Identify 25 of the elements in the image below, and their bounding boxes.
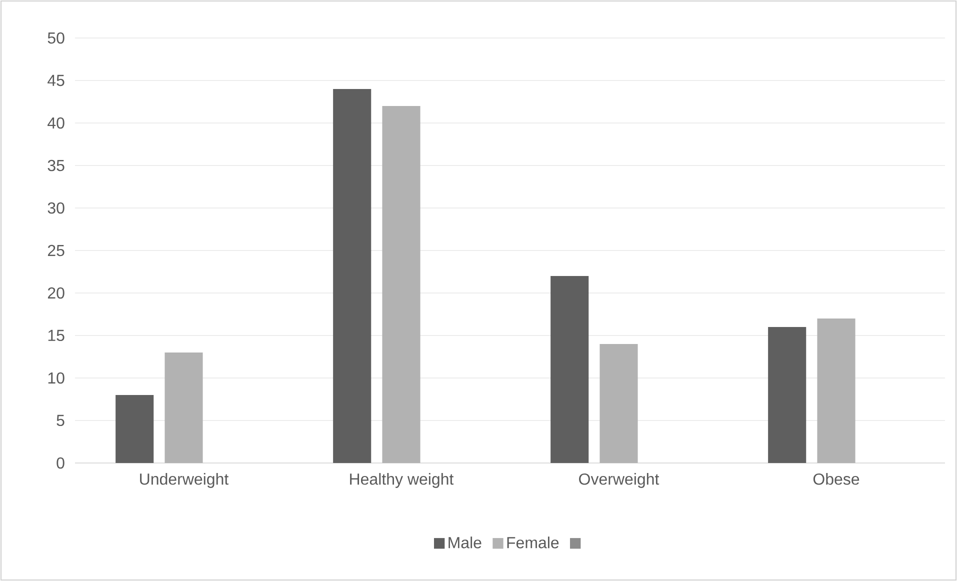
y-tick-label: 5 [56, 414, 64, 426]
y-tick-label: 15 [48, 330, 64, 342]
x-tick-label: Underweight [140, 473, 229, 488]
y-tick-label: 10 [48, 372, 64, 384]
x-tick-label: Overweight [579, 473, 660, 488]
bar [333, 88, 372, 463]
y-tick-label: 0 [56, 457, 64, 469]
bar [817, 318, 856, 463]
legend-label: Female [507, 536, 559, 548]
y-tick-label: 25 [48, 244, 64, 256]
bar [768, 326, 806, 463]
y-tick-label: 40 [48, 117, 64, 129]
y-tick-label: 45 [48, 74, 64, 86]
bar [116, 394, 154, 463]
bar [600, 344, 638, 463]
y-tick-label: 50 [48, 32, 64, 44]
y-tick-label: 30 [48, 202, 64, 214]
bar [164, 352, 203, 463]
y-tick-label: 20 [48, 287, 64, 299]
legend-label: Male [448, 536, 482, 548]
x-tick-label: Healthy weight [350, 473, 454, 488]
y-tick-label: 35 [48, 160, 64, 172]
bar [550, 276, 589, 463]
bar [382, 106, 420, 463]
x-tick-label: Obese [813, 473, 860, 485]
